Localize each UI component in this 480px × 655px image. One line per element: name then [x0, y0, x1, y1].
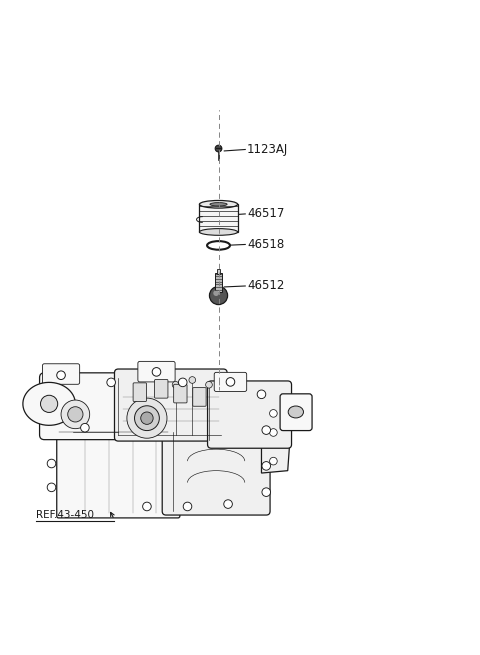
Circle shape — [205, 381, 212, 388]
Text: 1123AJ: 1123AJ — [247, 143, 288, 156]
Circle shape — [134, 405, 159, 430]
Ellipse shape — [207, 241, 230, 250]
FancyBboxPatch shape — [207, 381, 291, 448]
Circle shape — [262, 488, 271, 496]
Text: 46518: 46518 — [247, 238, 285, 251]
Circle shape — [47, 483, 56, 492]
Circle shape — [143, 502, 151, 511]
Circle shape — [68, 407, 83, 422]
Circle shape — [141, 412, 153, 424]
FancyBboxPatch shape — [174, 384, 187, 403]
Circle shape — [107, 378, 116, 386]
FancyBboxPatch shape — [133, 383, 146, 402]
Circle shape — [257, 390, 266, 399]
Circle shape — [224, 500, 232, 508]
Circle shape — [209, 286, 228, 305]
Ellipse shape — [199, 229, 238, 235]
Circle shape — [57, 371, 65, 379]
Circle shape — [270, 409, 277, 417]
Circle shape — [215, 145, 222, 152]
Circle shape — [47, 459, 56, 468]
Ellipse shape — [210, 243, 227, 248]
Polygon shape — [262, 402, 290, 473]
Circle shape — [183, 502, 192, 511]
FancyBboxPatch shape — [57, 430, 180, 518]
Circle shape — [270, 428, 277, 436]
Ellipse shape — [199, 200, 238, 208]
Circle shape — [262, 462, 271, 470]
Circle shape — [189, 377, 196, 383]
FancyBboxPatch shape — [214, 372, 247, 392]
Circle shape — [61, 400, 90, 428]
Circle shape — [179, 378, 187, 386]
Circle shape — [270, 457, 277, 465]
Bar — [199, 204, 238, 232]
FancyBboxPatch shape — [138, 362, 175, 382]
FancyBboxPatch shape — [193, 388, 206, 406]
Circle shape — [262, 426, 271, 434]
Text: REF.43-450: REF.43-450 — [36, 510, 94, 520]
FancyBboxPatch shape — [162, 402, 270, 515]
Polygon shape — [23, 383, 75, 425]
Circle shape — [213, 290, 219, 296]
FancyBboxPatch shape — [42, 364, 80, 384]
Circle shape — [40, 395, 58, 413]
Ellipse shape — [288, 406, 303, 418]
Bar — [215, 272, 222, 291]
Circle shape — [81, 423, 89, 432]
Circle shape — [152, 367, 161, 376]
Circle shape — [172, 381, 179, 388]
FancyBboxPatch shape — [39, 373, 135, 440]
FancyBboxPatch shape — [280, 394, 312, 430]
Text: 46512: 46512 — [247, 280, 285, 293]
Circle shape — [127, 398, 167, 438]
FancyBboxPatch shape — [115, 369, 227, 441]
Ellipse shape — [210, 202, 227, 206]
FancyBboxPatch shape — [155, 379, 168, 398]
Circle shape — [226, 378, 235, 386]
Text: 46517: 46517 — [247, 208, 285, 221]
Bar — [216, 269, 220, 274]
